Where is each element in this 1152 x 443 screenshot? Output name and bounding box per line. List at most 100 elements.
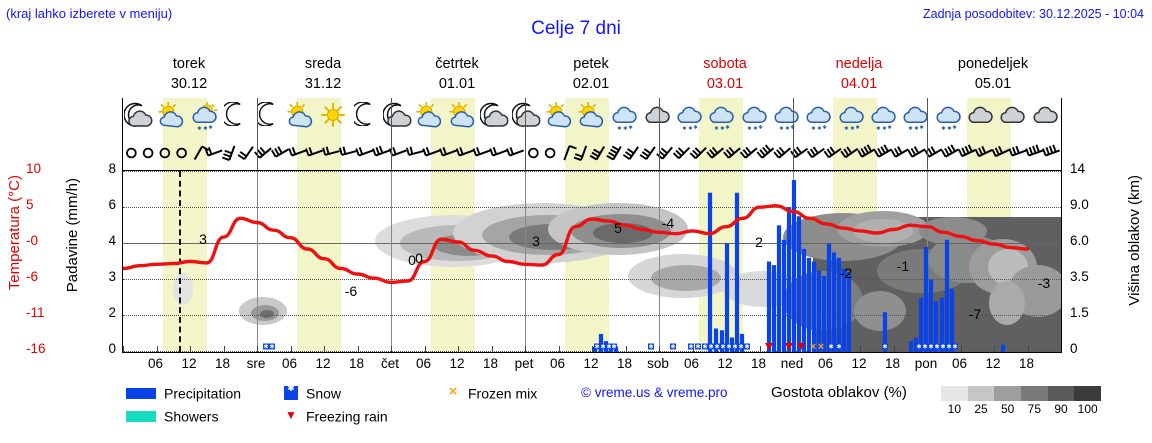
day-divider bbox=[257, 98, 258, 140]
temperature-tick: -0 bbox=[26, 233, 39, 248]
precip-bar bbox=[801, 248, 807, 352]
day-header-7: ponedeljek 05.01 bbox=[926, 54, 1060, 94]
svg-text:✱: ✱ bbox=[779, 126, 784, 132]
cloud-height-axis-title: Višina oblakov (km) bbox=[1126, 175, 1143, 306]
svg-text:✱: ✱ bbox=[732, 344, 737, 351]
cloud-snow-icon: ✱✱✱ bbox=[673, 102, 705, 137]
hour-tick bbox=[324, 346, 325, 352]
temperature-value-label: -6 bbox=[344, 283, 358, 299]
svg-text:✱: ✱ bbox=[922, 344, 927, 351]
time-axis-labels: 06 12 18 sre 06 12 18 čet 06 12 18 pet 06 12 18 sob 06 12… bbox=[122, 356, 1062, 376]
svg-text:✱: ✱ bbox=[744, 344, 749, 351]
hour-tick bbox=[223, 346, 225, 352]
precip-bar bbox=[816, 270, 822, 352]
cloud-height-tick: 1.5 bbox=[1070, 305, 1089, 320]
temperature-axis-title: Temperatura (°C) bbox=[6, 175, 23, 291]
frozen-mix-icon: × bbox=[448, 383, 458, 401]
daylight-band bbox=[431, 140, 476, 170]
day-date: 05.01 bbox=[974, 76, 1012, 92]
precip-bar bbox=[923, 247, 929, 352]
precip-bar bbox=[707, 192, 713, 352]
day-gridline bbox=[525, 171, 526, 352]
day-header-2: sreda 31.12 bbox=[256, 54, 390, 94]
svg-text:✱: ✱ bbox=[600, 344, 605, 351]
meteogram-plot: -43-603-4052-2-1-7-3✱✱✱✱✱✱✱✱✱✱✱✱✱✱✱✱✱✱××… bbox=[122, 170, 1062, 353]
cloud-scale-swatch-10 bbox=[941, 386, 968, 401]
time-tick-label: 12 bbox=[985, 356, 1001, 371]
hour-tick bbox=[424, 346, 426, 352]
hour-tick bbox=[190, 346, 191, 352]
precip-bar bbox=[791, 180, 797, 352]
temperature-value-label: -7 bbox=[968, 306, 982, 322]
time-tick-label: pon bbox=[914, 356, 938, 371]
precipitation-bars bbox=[592, 180, 1006, 352]
svg-text:✱: ✱ bbox=[695, 344, 700, 351]
day-name: petek bbox=[573, 56, 609, 72]
time-tick-label: 06 bbox=[415, 356, 432, 371]
hour-tick bbox=[290, 346, 292, 352]
copyright-link[interactable]: © vreme.us & vreme.pro bbox=[581, 385, 728, 400]
hour-tick bbox=[123, 346, 124, 352]
sun-icon bbox=[317, 102, 349, 133]
sun-cloud-icon bbox=[285, 101, 317, 137]
precipitation-axis-title: Padavine (mm/h) bbox=[64, 178, 81, 293]
svg-text:✱: ✱ bbox=[753, 126, 758, 132]
svg-text:✱: ✱ bbox=[263, 344, 268, 351]
svg-text:✱: ✱ bbox=[952, 125, 957, 131]
moon-cloud-icon bbox=[479, 102, 511, 137]
legend-item-freezing-rain: ▼ Freezing rain bbox=[284, 407, 388, 424]
precip-bar bbox=[1000, 344, 1006, 352]
hour-tick bbox=[458, 346, 459, 352]
cloud-height-tick: 3.5 bbox=[1070, 269, 1089, 284]
day-name: nedelja bbox=[835, 56, 883, 72]
moon-cloud-icon bbox=[382, 102, 414, 137]
day-date: 31.12 bbox=[304, 76, 342, 92]
sun-cloud-icon bbox=[446, 101, 478, 137]
svg-text:✱: ✱ bbox=[812, 126, 817, 132]
day-date: 30.12 bbox=[170, 76, 208, 92]
svg-text:✱: ✱ bbox=[747, 126, 752, 132]
legend-label-frozen-mix: Frozen mix bbox=[468, 385, 538, 402]
time-tick-label: 12 bbox=[181, 356, 197, 371]
time-tick-label: čet bbox=[380, 356, 400, 371]
precip-bar bbox=[811, 261, 817, 352]
precipitation-tick: 0 bbox=[108, 341, 116, 356]
day-name: ponedeljek bbox=[957, 56, 1029, 72]
day-divider bbox=[659, 140, 660, 170]
cloud-scale-swatch-25 bbox=[967, 386, 995, 401]
legend-item-showers: Showers bbox=[126, 407, 218, 424]
svg-text:✱: ✱ bbox=[618, 126, 623, 132]
svg-text:✱: ✱ bbox=[715, 126, 720, 132]
day-name: sobota bbox=[703, 56, 747, 72]
hour-tick bbox=[994, 346, 995, 352]
cloud-scale-label: 10 bbox=[947, 402, 962, 416]
precipitation-swatch bbox=[126, 387, 156, 399]
cloud-scale-swatch-50 bbox=[994, 386, 1022, 401]
precip-bar bbox=[846, 272, 852, 352]
time-tick-label: 18 bbox=[616, 356, 633, 371]
hour-tick bbox=[525, 346, 526, 352]
cloud-snow-icon: ✱✱✱ bbox=[802, 102, 834, 137]
sun-cloud-icon bbox=[576, 101, 608, 137]
sun-cloud-icon bbox=[543, 101, 575, 137]
svg-text:✱: ✱ bbox=[203, 126, 208, 132]
cloud-density-scale-labels: 10 25 50 75 90 100 bbox=[931, 402, 1116, 418]
snow-icon: ✱ bbox=[284, 383, 298, 401]
horizontal-gridline bbox=[123, 243, 1061, 244]
temperature-value-label: -1 bbox=[896, 258, 910, 274]
day-header-6: nedelja 04.01 bbox=[792, 54, 926, 94]
precip-bar bbox=[776, 225, 782, 352]
temperature-value-label: 3 bbox=[199, 231, 207, 247]
hour-tick bbox=[860, 346, 861, 352]
day-header-1: torek 30.12 bbox=[122, 54, 256, 94]
day-divider bbox=[391, 140, 392, 170]
cloud-icon bbox=[996, 102, 1028, 137]
temperature-tick: -16 bbox=[26, 341, 46, 356]
daylight-band bbox=[967, 140, 1012, 170]
svg-text:✱: ✱ bbox=[758, 125, 763, 131]
daylight-band bbox=[297, 140, 342, 170]
cloud-icon bbox=[1029, 102, 1061, 137]
svg-text:✱: ✱ bbox=[928, 344, 933, 351]
svg-text:✱: ✱ bbox=[934, 344, 939, 351]
temperature-value-label: 0 bbox=[415, 250, 423, 266]
